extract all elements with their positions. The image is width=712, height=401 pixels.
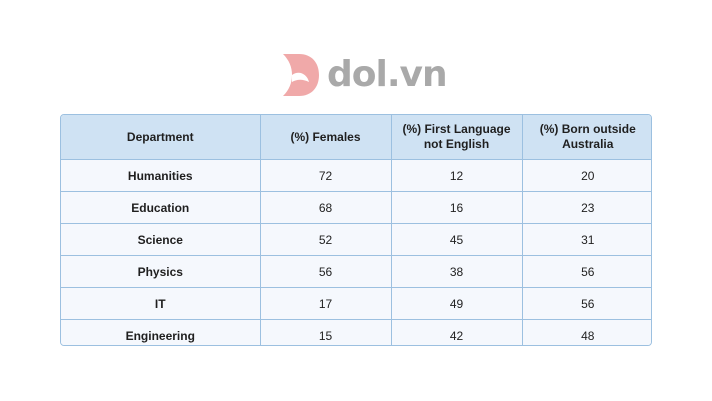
table-row: IT 17 49 56 [61,287,651,320]
born-outside-cell: 31 [522,223,651,256]
table-header-row: Department (%) Females (%) First Languag… [61,115,651,160]
brand-name: dol.vn [327,54,448,95]
department-cell: Humanities [61,159,261,192]
department-cell: Physics [61,255,261,288]
table-row: Humanities 72 12 20 [61,159,651,192]
table-row: Physics 56 38 56 [61,255,651,288]
females-cell: 17 [260,287,392,320]
first-language-cell: 16 [391,191,523,224]
born-outside-cell: 48 [522,319,651,345]
born-outside-cell: 23 [522,191,651,224]
females-cell: 52 [260,223,392,256]
first-language-cell: 38 [391,255,523,288]
table-row: Science 52 45 31 [61,223,651,256]
born-outside-cell: 56 [522,255,651,288]
first-language-cell: 45 [391,223,523,256]
females-cell: 15 [260,319,392,345]
dol-logo-icon [283,54,319,96]
first-language-cell: 49 [391,287,523,320]
header-females: (%) Females [260,115,392,160]
header-born-outside: (%) Born outside Australia [522,115,651,160]
data-table: Department (%) Females (%) First Languag… [61,115,651,345]
females-cell: 68 [260,191,392,224]
data-table-container: Department (%) Females (%) First Languag… [60,114,652,346]
first-language-cell: 12 [391,159,523,192]
brand-logo: dol.vn [279,52,448,98]
first-language-cell: 42 [391,319,523,345]
born-outside-cell: 56 [522,287,651,320]
header-first-language: (%) First Language not English [391,115,523,160]
department-cell: Education [61,191,261,224]
females-cell: 72 [260,159,392,192]
header-department: Department [61,115,261,160]
table-row: Education 68 16 23 [61,191,651,224]
department-cell: Engineering [61,319,261,345]
department-cell: Science [61,223,261,256]
department-cell: IT [61,287,261,320]
born-outside-cell: 20 [522,159,651,192]
females-cell: 56 [260,255,392,288]
table-row: Engineering 15 42 48 [61,319,651,345]
